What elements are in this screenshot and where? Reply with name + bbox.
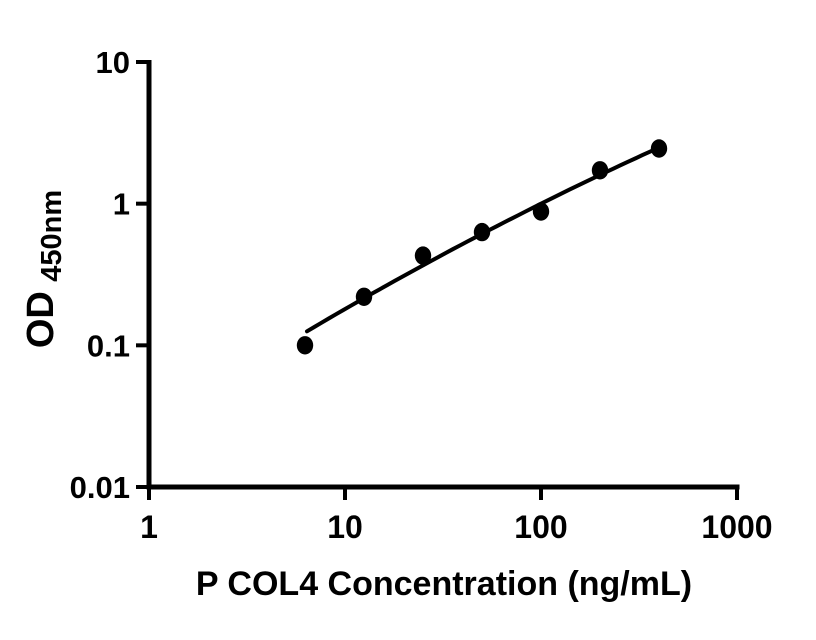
data-point — [650, 139, 668, 158]
data-point — [355, 287, 373, 306]
y-axis-title-subscript: 450nm — [36, 190, 68, 282]
x-axis-title: P COL4 Concentration (ng/mL) — [196, 565, 692, 603]
x-tick-label: 10 — [327, 509, 363, 545]
data-points — [296, 139, 668, 355]
x-tick-label: 1000 — [701, 509, 772, 545]
y-axis-tick-labels: 10 1 0.1 0.01 — [70, 45, 130, 505]
y-tick-label: 0.1 — [87, 328, 130, 363]
y-axis-title-main: OD — [20, 291, 62, 348]
y-tick-label: 1 — [113, 187, 130, 222]
data-point — [532, 202, 550, 221]
data-point — [473, 222, 491, 242]
data-point — [591, 161, 609, 180]
y-tick-label: 0.01 — [70, 470, 130, 505]
y-axis-title: OD 450nm — [20, 190, 68, 348]
data-point — [414, 246, 432, 265]
y-tick-label: 10 — [96, 45, 130, 80]
data-point — [296, 336, 314, 355]
x-axis-tick-labels: 1 10 100 1000 — [140, 509, 772, 545]
y-axis-ticks — [136, 59, 151, 489]
x-tick-label: 1 — [140, 509, 158, 545]
x-tick-label: 100 — [514, 509, 567, 545]
x-axis-ticks — [147, 485, 739, 500]
